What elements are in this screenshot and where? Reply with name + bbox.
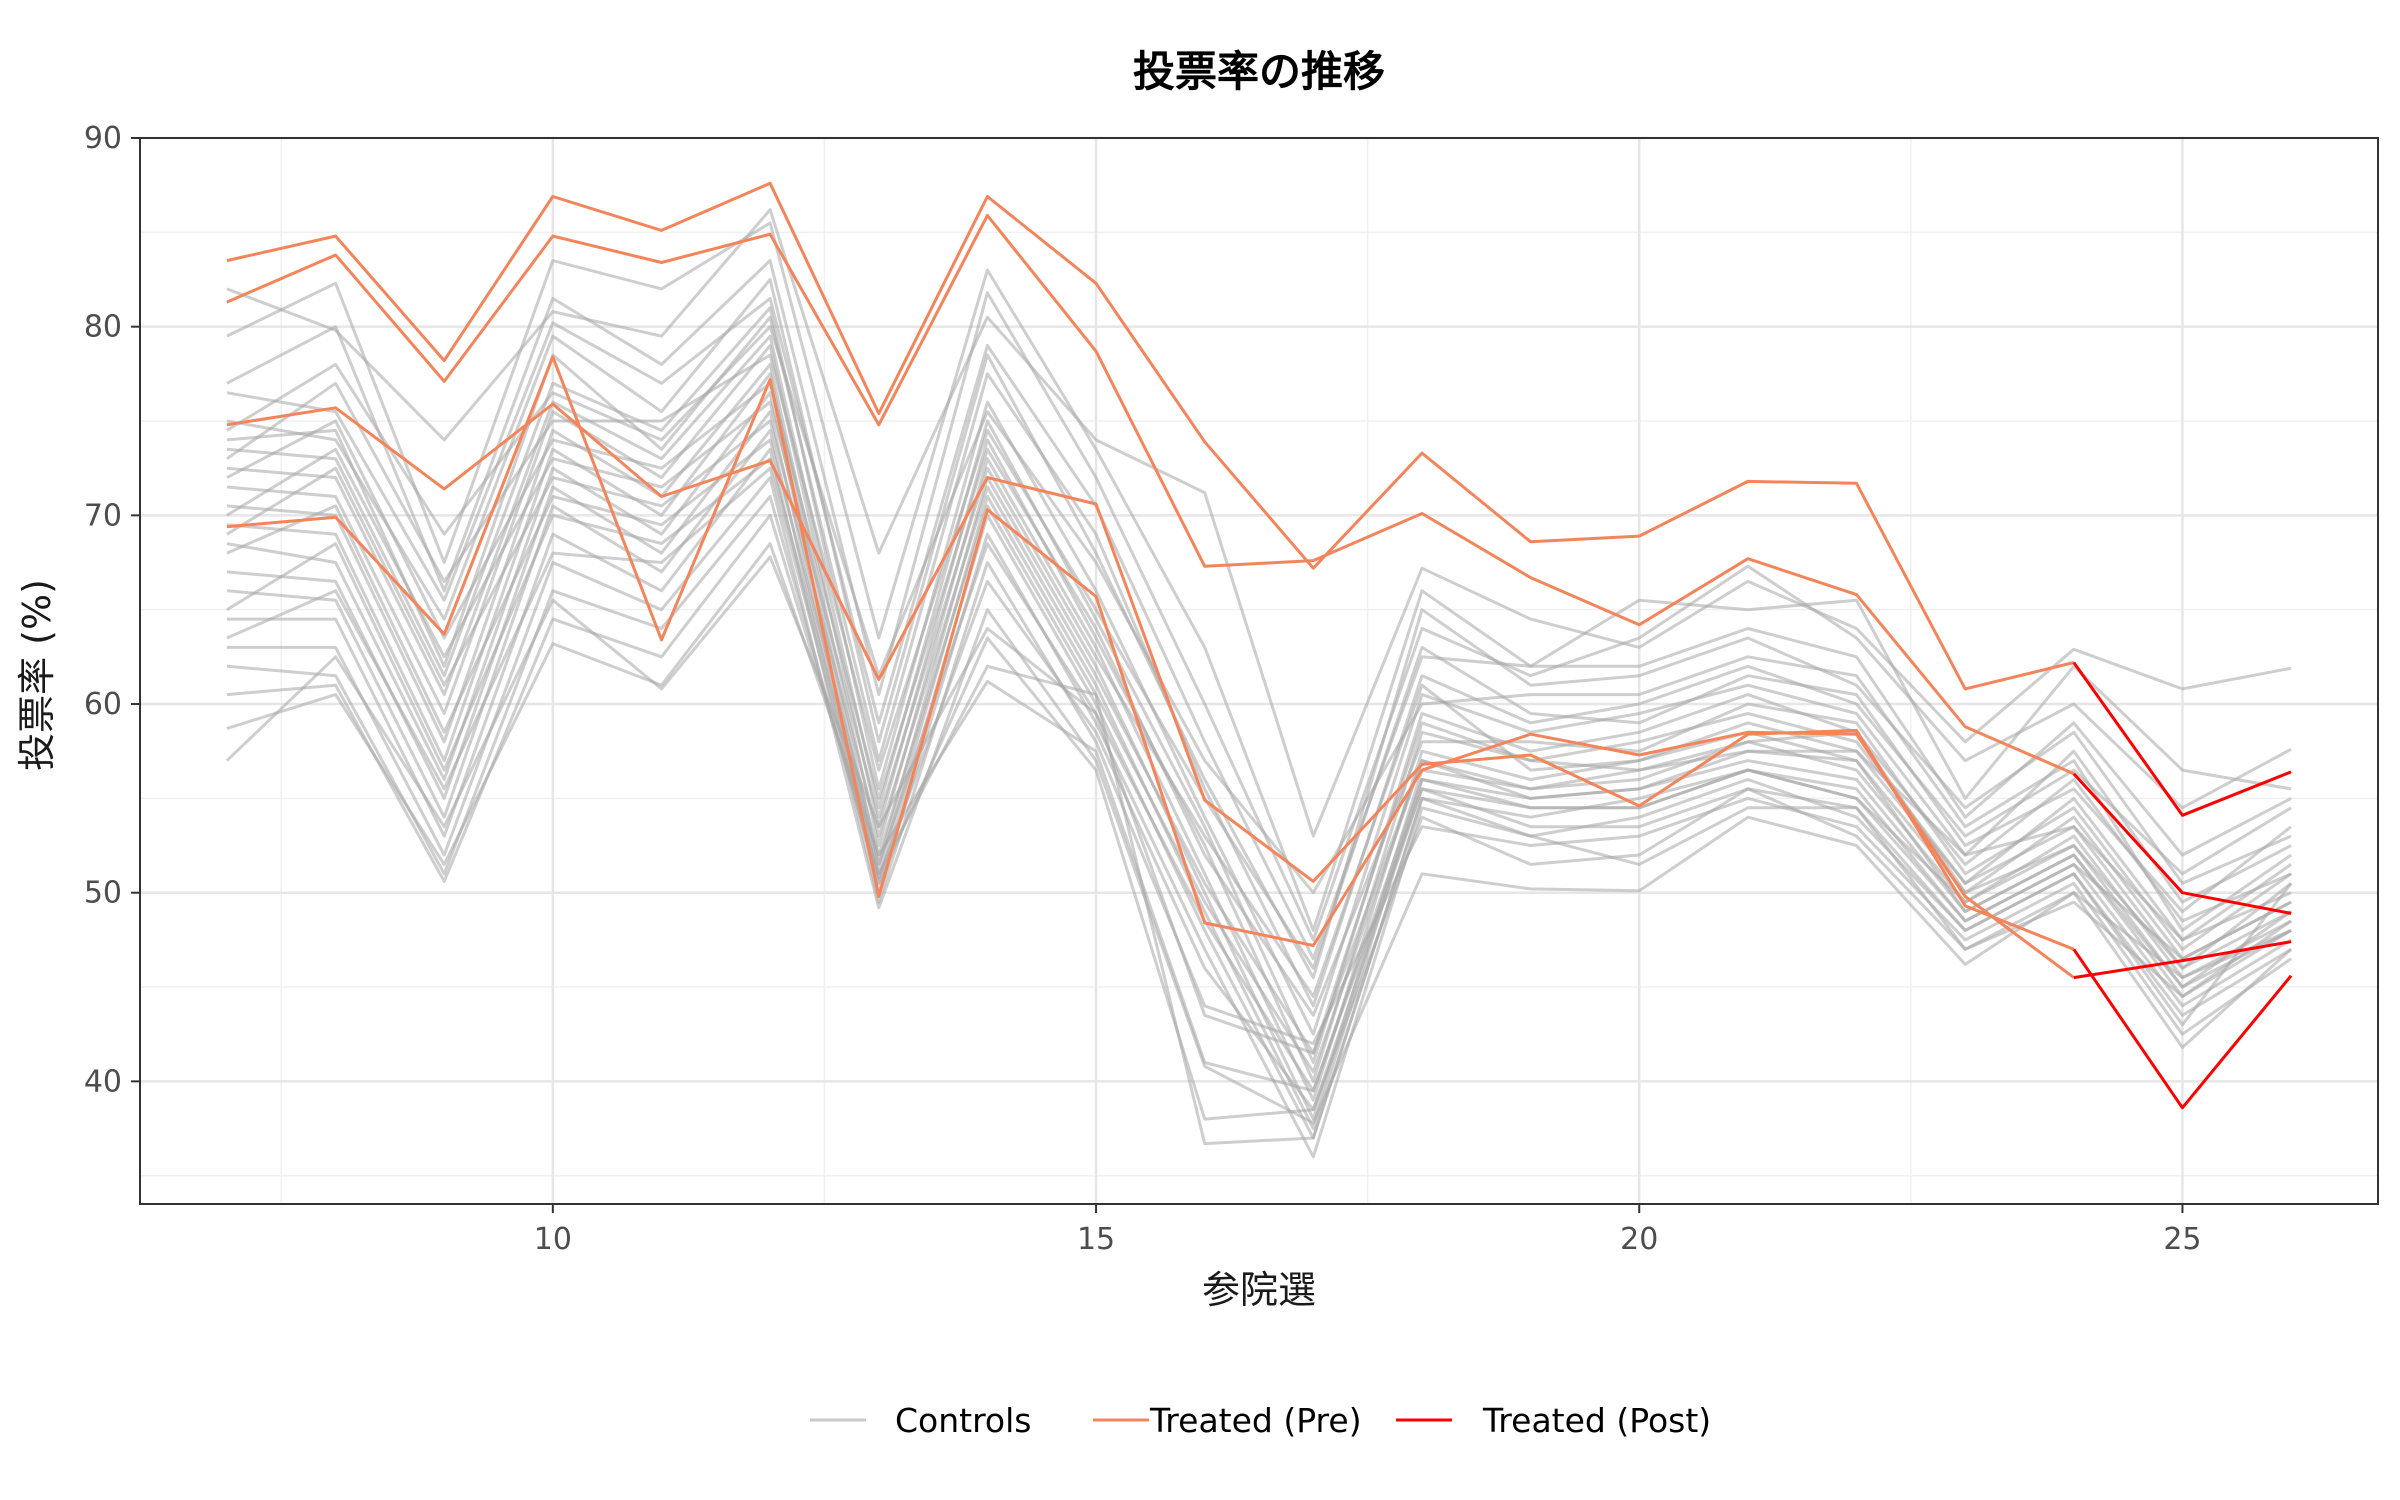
- control-series-line: [226, 306, 2292, 1036]
- chart-title: 投票率の推移: [1133, 47, 1385, 96]
- x-tick-label: 20: [1620, 1222, 1658, 1257]
- y-tick-label: 70: [84, 498, 122, 533]
- treated-post-series-line: [2073, 940, 2292, 980]
- control-series-line: [226, 344, 2292, 1083]
- treated-post-series-group: [2072, 661, 2293, 1110]
- control-series-line: [226, 334, 2292, 1064]
- control-series-line: [226, 296, 2292, 961]
- legend-label-treated-post: Treated (Post): [1482, 1401, 1711, 1440]
- control-series-line: [226, 476, 2293, 1125]
- control-series-line: [226, 495, 2292, 1121]
- control-series-line: [226, 457, 2292, 1093]
- control-series-line: [226, 438, 2292, 1074]
- control-series-line: [226, 278, 2292, 980]
- y-tick-label: 50: [84, 876, 122, 911]
- control-series-line: [226, 447, 2292, 1046]
- legend: Controls Treated (Pre) Treated (Post): [810, 1401, 1711, 1440]
- treated-pre-series-line: [226, 355, 2075, 979]
- treated-pre-series-group: [226, 181, 2075, 979]
- control-series-line: [226, 208, 2292, 838]
- legend-label-treated-pre: Treated (Pre): [1149, 1401, 1362, 1440]
- control-series-line: [226, 221, 2292, 932]
- y-axis-title: 投票率 (%): [15, 579, 59, 771]
- control-series-line: [226, 419, 2292, 1055]
- control-series-line: [226, 391, 2292, 1130]
- control-series-line: [226, 428, 2292, 1159]
- treated-post-series-line: [2072, 661, 2292, 817]
- y-tick-label: 80: [84, 310, 122, 345]
- y-tick-label: 40: [84, 1064, 122, 1099]
- x-axis-ticks: 10 15 20 25: [534, 1204, 2202, 1257]
- treated-post-series-line: [2072, 948, 2293, 1110]
- treated-pre-series-line: [226, 181, 2075, 691]
- x-tick-label: 10: [534, 1222, 572, 1257]
- control-series-line: [226, 400, 2293, 998]
- controls-series-group: [225, 208, 2293, 1159]
- x-axis-title: 参院選: [1202, 1268, 1316, 1312]
- major-grid: [140, 136, 2378, 1204]
- treated-pre-series-line: [226, 213, 2075, 776]
- control-series-line: [226, 315, 2292, 1008]
- x-tick-label: 15: [1077, 1222, 1115, 1257]
- plot-panel-border: [139, 137, 2379, 1205]
- y-axis-ticks: 40 50 60 70 80 90: [84, 121, 140, 1099]
- control-series-line: [225, 555, 2292, 1055]
- control-series-line: [226, 410, 2292, 1140]
- y-tick-label: 90: [84, 121, 122, 156]
- x-tick-label: 25: [2163, 1222, 2201, 1257]
- treated-post-series-line: [2072, 772, 2292, 915]
- legend-label-controls: Controls: [895, 1401, 1031, 1440]
- control-series-line: [226, 466, 2292, 1112]
- control-series-line: [226, 259, 2292, 942]
- y-tick-label: 60: [84, 687, 122, 722]
- control-series-line: [226, 513, 2293, 1146]
